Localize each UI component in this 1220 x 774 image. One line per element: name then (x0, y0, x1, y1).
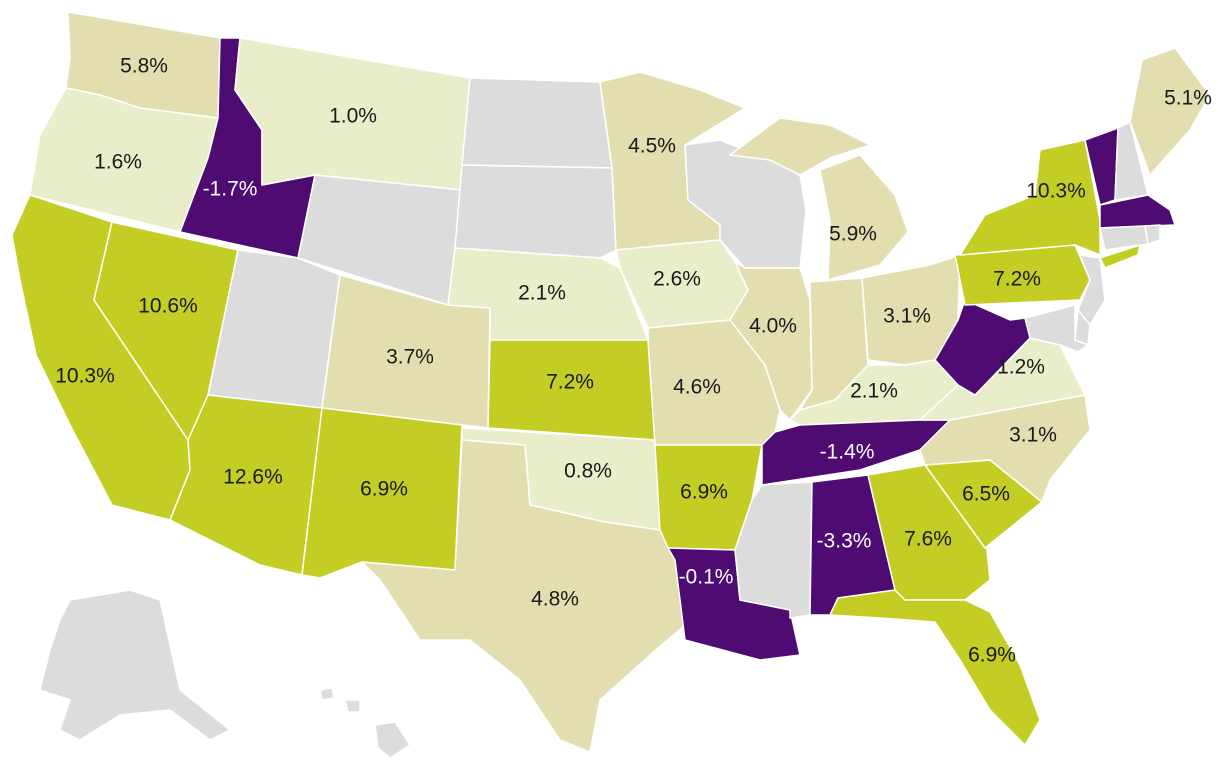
label-va: 1.2% (997, 356, 1045, 379)
label-fl: 6.9% (968, 644, 1016, 667)
state-mi-upper[interactable] (729, 117, 871, 176)
state-nd[interactable] (461, 77, 613, 169)
label-mo: 4.6% (673, 376, 721, 399)
label-nm: 6.9% (360, 478, 408, 501)
label-ks: 7.2% (546, 371, 594, 394)
state-ny-long-island[interactable] (1099, 244, 1141, 269)
state-ct[interactable] (1099, 225, 1149, 251)
label-nv: 10.6% (138, 295, 198, 318)
state-ri[interactable] (1144, 224, 1161, 245)
label-tx: 4.8% (531, 588, 579, 611)
label-me: 5.1% (1164, 87, 1212, 110)
state-ma[interactable] (1099, 194, 1176, 229)
label-tn: -1.4% (820, 441, 875, 464)
label-co: 3.7% (386, 346, 434, 369)
label-az: 12.6% (223, 466, 283, 489)
label-nc: 3.1% (1009, 424, 1057, 447)
label-or: 1.6% (94, 151, 142, 174)
state-shapes (11, 11, 1211, 759)
label-al: -3.3% (817, 530, 872, 553)
label-ar: 6.9% (680, 481, 728, 504)
value-labels: 5.8% 1.6% 10.3% 10.6% -1.7% 1.0% 12.6% 3… (55, 55, 1212, 667)
label-sc: 6.5% (962, 483, 1010, 506)
state-wi[interactable] (684, 139, 807, 269)
label-ga: 7.6% (904, 528, 952, 551)
label-mi: 5.9% (829, 223, 877, 246)
state-hi[interactable] (319, 687, 411, 759)
label-ca: 10.3% (55, 365, 115, 388)
label-ky: 2.1% (850, 380, 898, 403)
state-ms[interactable] (734, 481, 813, 619)
label-la: -0.1% (679, 566, 734, 589)
label-mt: 1.0% (329, 105, 377, 128)
label-oh: 3.1% (883, 305, 931, 328)
label-id: -1.7% (203, 178, 258, 201)
state-md[interactable] (1024, 304, 1089, 353)
label-pa: 7.2% (993, 268, 1041, 291)
state-ak[interactable] (39, 589, 231, 741)
state-sd[interactable] (454, 164, 617, 259)
label-ne: 2.1% (518, 282, 566, 305)
state-me[interactable] (1129, 47, 1211, 176)
label-wa: 5.8% (120, 55, 168, 78)
state-mi[interactable] (819, 154, 909, 281)
label-ok: 0.8% (564, 460, 612, 483)
label-ia: 2.6% (653, 268, 701, 291)
label-mn: 4.5% (628, 135, 676, 158)
state-tx[interactable] (361, 439, 686, 753)
state-fl[interactable] (829, 589, 1041, 746)
label-ny: 10.3% (1026, 180, 1086, 203)
label-il: 4.0% (749, 315, 797, 338)
